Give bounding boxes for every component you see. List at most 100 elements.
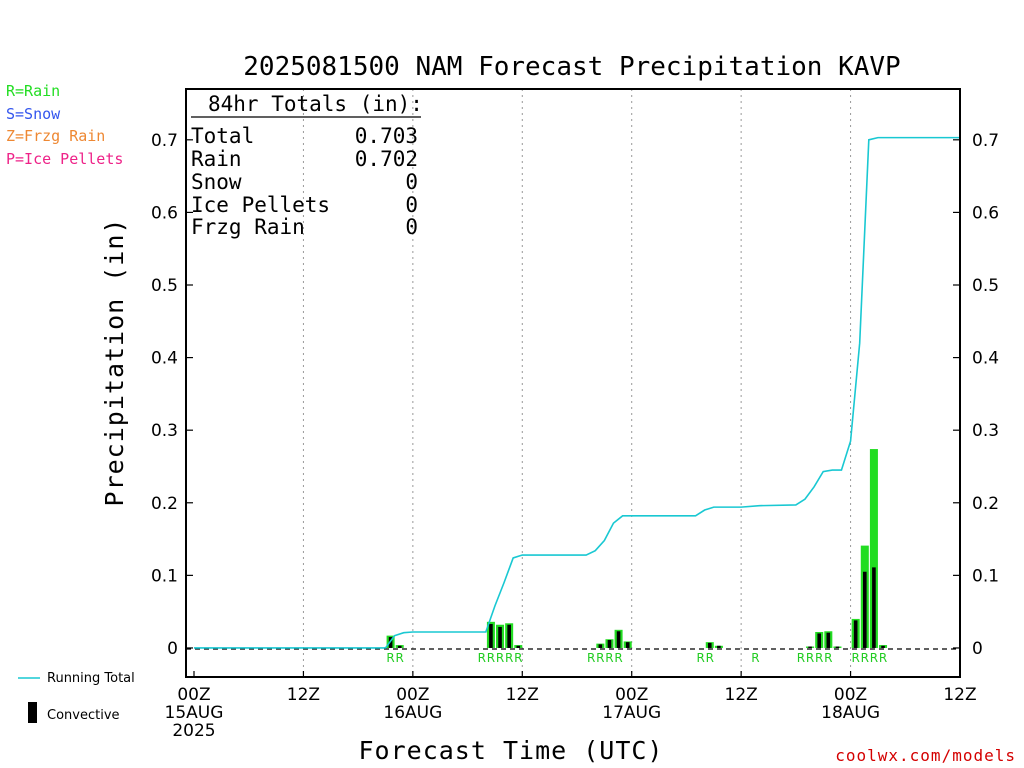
x-tick-label: 12Z (725, 685, 758, 705)
convective-bar (862, 571, 867, 648)
x-tick-label: 00Z (615, 685, 648, 705)
convective-bar (607, 639, 612, 648)
y-tick-label-left: 0 (167, 639, 178, 659)
convective-bar (817, 633, 822, 648)
y-tick-label-right: 0.7 (972, 131, 999, 151)
chart-title: 2025081500 NAM Forecast Precipitation KA… (243, 52, 900, 82)
precip-type-label: R (852, 651, 860, 665)
totals-header: 84hr Totals (in): (208, 92, 423, 116)
precip-type-label: R (487, 651, 495, 665)
y-tick-label-left: 0.6 (151, 203, 178, 223)
precip-type-label: R (870, 651, 878, 665)
x-tick-label: 00Z (834, 685, 867, 705)
convective-bar (707, 642, 712, 648)
precip-type-label: R (587, 651, 595, 665)
grid-lines (302, 89, 852, 677)
x-tick-label: 12Z (943, 685, 976, 705)
x-tick-label: 17AUG (602, 703, 661, 723)
convective-bar (388, 637, 393, 648)
precip-type-label: R (386, 651, 394, 665)
y-tick-label-right: 0 (972, 639, 983, 659)
precip-type-label: R (861, 651, 869, 665)
convective-bar (872, 567, 876, 648)
x-tick-label: 00Z (396, 685, 429, 705)
key-frzg-rain: Z=Frzg Rain (6, 127, 105, 145)
precip-bar (869, 449, 878, 648)
totals-value-total: 0.703 (355, 124, 418, 148)
convective-bar (717, 645, 721, 648)
totals-value-snow: 0 (405, 170, 418, 194)
totals-value-frzg-rain: 0 (405, 215, 418, 239)
totals-label-total: Total (191, 124, 254, 148)
y-tick-label-right: 0.1 (972, 566, 999, 586)
convective-bar (598, 644, 603, 648)
key-snow: S=Snow (6, 105, 61, 123)
convective-bar (498, 626, 502, 648)
y-axis-label: Precipitation (in) (100, 218, 129, 507)
legend-convective-swatch (28, 702, 37, 723)
convective-bar (489, 624, 493, 648)
x-tick-label: 12Z (506, 685, 539, 705)
precip-type-label: R (706, 651, 714, 665)
running-total-line (194, 136, 960, 649)
precip-type-label: R (605, 651, 613, 665)
convective-bar (507, 624, 511, 648)
precip-type-label: R (815, 651, 823, 665)
key-ice-pellets: P=Ice Pellets (6, 150, 123, 168)
convective-bar (397, 645, 402, 648)
precip-type-label: R (696, 651, 704, 665)
convective-bar (625, 642, 630, 648)
precip-type-label: R (505, 651, 513, 665)
convective-bar (808, 646, 812, 648)
y-tick-label-left: 0.2 (151, 494, 178, 514)
convective-bar (881, 645, 885, 648)
totals-label-snow: Snow (191, 170, 242, 194)
precip-type-label: R (596, 651, 604, 665)
x-tick-label: 16AUG (383, 703, 442, 723)
totals-box: 84hr Totals (in): Total 0.703 Rain 0.702… (191, 92, 423, 239)
totals-value-rain: 0.702 (355, 147, 418, 171)
x-axis-label: Forecast Time (UTC) (359, 736, 664, 765)
precip-type-label: R (879, 651, 887, 665)
y-tick-label-right: 0.2 (972, 494, 999, 514)
y-tick-label-right: 0.3 (972, 421, 999, 441)
precip-type-label: R (514, 651, 522, 665)
totals-label-ice-pellets: Ice Pellets (191, 193, 330, 217)
convective-bar (516, 645, 521, 648)
x-tick-label: 12Z (287, 685, 320, 705)
totals-label-rain: Rain (191, 147, 242, 171)
convective-bar (835, 646, 840, 648)
precip-type-label: R (396, 651, 404, 665)
precip-type-label: R (806, 651, 814, 665)
y-tick-label-right: 0.4 (972, 349, 999, 369)
y-tick-label-left: 0.3 (151, 421, 178, 441)
y-tick-label-right: 0.6 (972, 203, 999, 223)
totals-value-ice-pellets: 0 (405, 193, 418, 217)
y-tick-label-left: 0.5 (151, 276, 178, 296)
precip-type-label: R (496, 651, 504, 665)
y-axis-ticks: 0 00.1 0.10.2 0.20.3 0.30.4 0.40.5 0.50.6 0.60.… (151, 131, 999, 659)
y-tick-label-left: 0.1 (151, 566, 178, 586)
y-tick-label-left: 0.7 (151, 131, 178, 151)
convective-bar (826, 632, 831, 648)
totals-label-frzg-rain: Frzg Rain (191, 215, 305, 239)
plot-frame (185, 88, 961, 678)
precip-type-label: R (751, 651, 759, 665)
key-rain: R=Rain (6, 82, 60, 100)
x-tick-label: 00Z (177, 685, 210, 705)
precip-type-label: R (824, 651, 832, 665)
legend-convective: Convective (47, 708, 120, 723)
precip-type-label: R (478, 651, 486, 665)
credit-link[interactable]: coolwx.com/models (835, 746, 1016, 765)
precip-bars (386, 449, 888, 648)
x-tick-label: 2025 (172, 721, 215, 741)
legend-running-total: Running Total (47, 671, 135, 686)
x-tick-label: 18AUG (821, 703, 880, 723)
y-tick-label-right: 0.5 (972, 276, 999, 296)
x-tick-label: 15AUG (165, 703, 224, 723)
y-tick-label-left: 0.4 (151, 349, 178, 369)
precip-type-label: R (614, 651, 622, 665)
